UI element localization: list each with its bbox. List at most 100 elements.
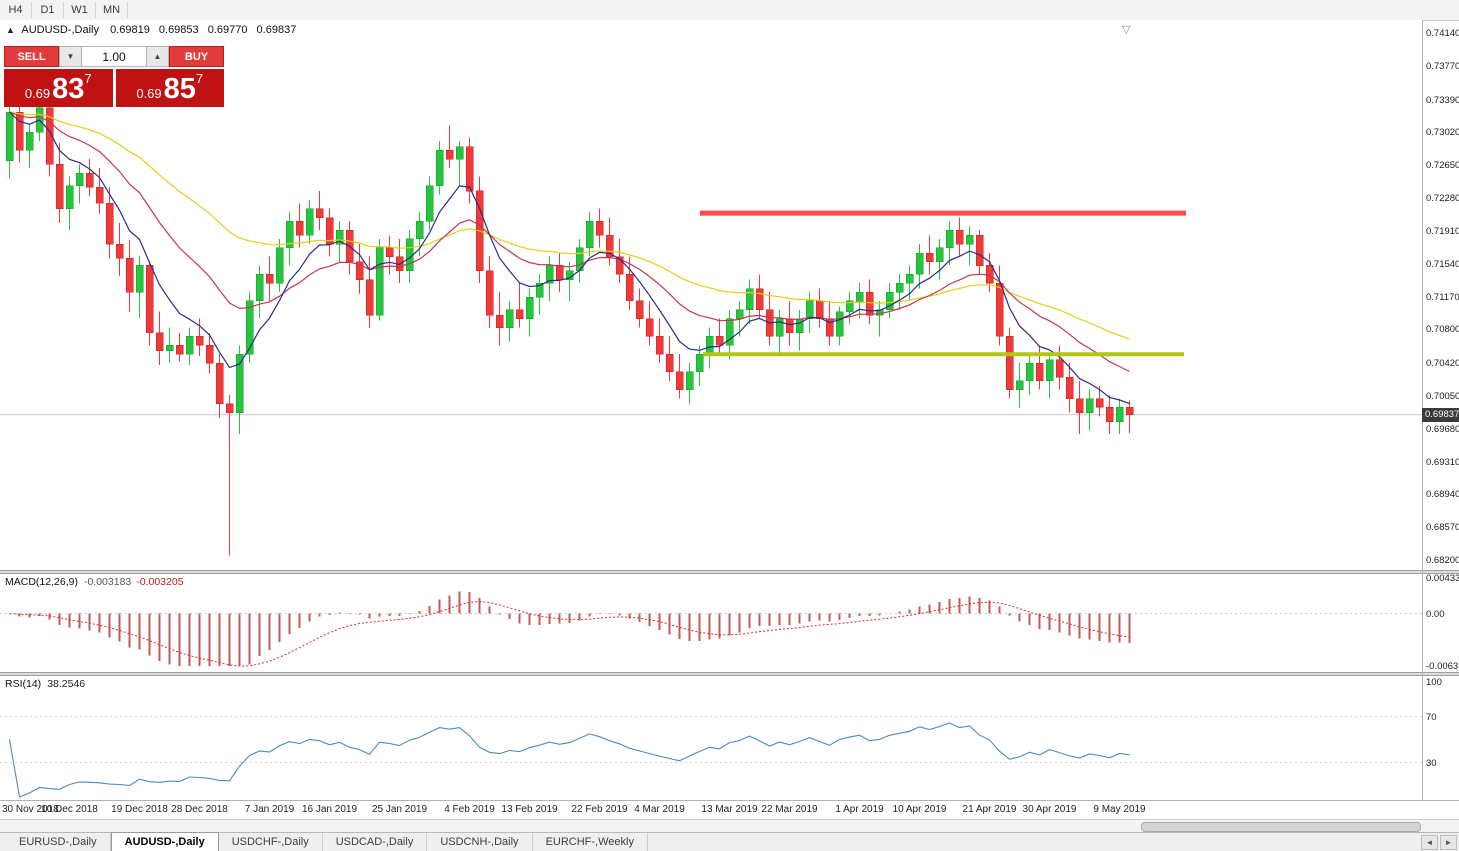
chart-ohlc-header: ▲ AUDUSD-,Daily 0.69819 0.69853 0.69770 …: [6, 24, 302, 36]
axis-tick-label: 0.72280: [1426, 193, 1459, 205]
date-tick-label: 21 Apr 2019: [962, 804, 1017, 815]
date-tick-label: 13 Mar 2019: [701, 804, 758, 815]
axis-tick-label: 0.68200: [1426, 555, 1459, 566]
date-tick-label: 22 Feb 2019: [571, 804, 628, 815]
rsi-indicator-panel[interactable]: [0, 676, 1422, 800]
scrollbar-thumb[interactable]: [1141, 822, 1421, 832]
axis-tick-label: 70: [1426, 711, 1437, 723]
trade-panel-controls: SELL ▼ ▲ BUY: [4, 46, 224, 67]
date-tick-label: 22 Mar 2019: [761, 804, 818, 815]
axis-tick-label: 0.68570: [1426, 522, 1459, 534]
date-tick-label: 7 Jan 2019: [244, 804, 295, 815]
chart-symbol-icon: ▲: [6, 25, 15, 35]
axis-tick-label: 0.71170: [1426, 291, 1459, 303]
price-axis[interactable]: 0.74140 0.73770 0.73390 0.73020 0.72650 0.722…: [1424, 20, 1459, 800]
axis-tick-label: 0.70420: [1426, 358, 1459, 370]
tab-eurchf-weekly[interactable]: EURCHF-,Weekly: [533, 833, 648, 851]
timeframe-toolbar: H4 D1 W1 MN: [0, 0, 1459, 21]
date-tick-label: 28 Dec 2018: [171, 804, 228, 815]
current-price-badge: 0.69837: [1422, 408, 1459, 422]
axis-tick-label: 0.68940: [1426, 489, 1459, 501]
axis-tick-label: 0.72650: [1426, 160, 1459, 172]
axis-tick-label: 0.00: [1426, 608, 1445, 620]
tab-scroll-left-icon[interactable]: ◄: [1421, 835, 1438, 850]
tab-audusd-daily[interactable]: AUDUSD-,Daily: [110, 832, 219, 851]
tab-scroll-controls: ◄ ►: [1421, 835, 1457, 850]
axis-tick-label: 0.70800: [1426, 324, 1459, 336]
axis-tick-label: 30: [1426, 757, 1437, 769]
date-tick-label: 10 Apr 2019: [892, 804, 947, 815]
timeframe-button-d1[interactable]: D1: [40, 4, 55, 16]
timeframe-button-h4[interactable]: H4: [8, 4, 23, 16]
rsi-line: [8, 722, 1130, 798]
macd-name: MACD(12,26,9): [5, 576, 78, 588]
buy-button[interactable]: BUY: [169, 46, 224, 67]
toolbar-separator: [127, 2, 128, 18]
axis-tick-label: 0.73390: [1426, 94, 1459, 106]
axis-tick-label: 0.69680: [1426, 423, 1459, 435]
timeframe-button-w1[interactable]: W1: [71, 4, 88, 16]
toolbar-separator: [31, 2, 32, 18]
main-candlestick-chart[interactable]: [0, 20, 1422, 570]
chart-shift-marker-icon[interactable]: ▽: [1122, 24, 1131, 36]
chart-tab-bar: EURUSD-,Daily AUDUSD-,Daily USDCHF-,Dail…: [0, 832, 1459, 851]
candles: [5, 98, 1134, 556]
axis-tick-label: 0.73020: [1426, 127, 1459, 139]
date-tick-label: 30 Nov 2018: [2, 804, 59, 815]
timeframe-button-mn[interactable]: MN: [102, 4, 121, 16]
tab-eurusd-daily[interactable]: EURUSD-,Daily: [6, 833, 111, 851]
ask-price-box[interactable]: 0.69 85 7: [115, 69, 224, 107]
axis-tick-label: 0.71540: [1426, 258, 1459, 270]
axis-tick-label: 0.74140: [1426, 28, 1459, 39]
date-tick-label: 1 Apr 2019: [835, 804, 884, 815]
volume-decrease-icon[interactable]: ▼: [59, 46, 82, 67]
ohlc-open: 0.69819: [110, 24, 150, 36]
tab-scroll-right-icon[interactable]: ►: [1440, 835, 1457, 850]
panel-separator[interactable]: [0, 570, 1459, 574]
date-tick-label: 30 Apr 2019: [1022, 804, 1077, 815]
macd-signal-line: [9, 600, 1130, 667]
horizontal-scrollbar[interactable]: [0, 819, 1459, 832]
toolbar-separator: [63, 2, 64, 18]
rsi-name: RSI(14): [5, 678, 42, 690]
axis-tick-label: 0.69310: [1426, 456, 1459, 468]
date-tick-label: 4 Feb 2019: [444, 804, 495, 815]
tab-usdchf-daily[interactable]: USDCHF-,Daily: [219, 833, 323, 851]
bid-price-box[interactable]: 0.69 83 7: [4, 69, 113, 107]
panel-separator[interactable]: [0, 672, 1459, 676]
bid-price-pip: 7: [84, 71, 92, 86]
moving-average-40: [9, 111, 1130, 340]
toolbar-separator: [95, 2, 96, 18]
chart-symbol-label: AUDUSD-,Daily: [21, 24, 99, 36]
volume-input[interactable]: [82, 46, 146, 67]
axis-tick-label: 0.71910: [1426, 225, 1459, 237]
ohlc-high: 0.69853: [158, 24, 199, 36]
date-tick-label: 10 Dec 2018: [41, 804, 98, 815]
axis-tick-label: 100: [1426, 677, 1442, 688]
date-tick-label: 9 May 2019: [1093, 804, 1146, 815]
axis-tick-label: -0.006371: [1426, 661, 1459, 672]
date-tick-label: 25 Jan 2019: [371, 804, 428, 815]
date-axis[interactable]: 30 Nov 2018 10 Dec 2018 19 Dec 2018 28 Dec …: [0, 801, 1422, 819]
ohlc-close: 0.69837: [256, 24, 297, 36]
tab-usdcnh-daily[interactable]: USDCNH-,Daily: [427, 833, 533, 851]
ask-price-pip: 7: [195, 71, 204, 86]
sell-button[interactable]: SELL: [4, 46, 59, 67]
bid-price-prefix: 0.69: [24, 86, 51, 101]
ohlc-low: 0.69770: [207, 24, 248, 36]
ask-price-big: 85: [163, 73, 196, 105]
trade-panel-prices: 0.69 83 7 0.69 85 7: [4, 69, 224, 107]
axis-tick-label: 0.73770: [1426, 60, 1459, 72]
bid-price-big: 83: [52, 73, 85, 105]
macd-signal-value: -0.003205: [136, 576, 184, 588]
macd-histogram: [18, 591, 1131, 666]
axis-tick-label: 0.004331: [1426, 573, 1459, 584]
macd-label: MACD(12,26,9) -0.003183 -0.003205: [5, 576, 184, 588]
moving-average-7: [9, 111, 1130, 405]
macd-indicator-panel[interactable]: [0, 574, 1422, 672]
tab-usdcad-daily[interactable]: USDCAD-,Daily: [323, 833, 428, 851]
volume-increase-icon[interactable]: ▲: [146, 46, 169, 67]
date-tick-label: 19 Dec 2018: [111, 804, 168, 815]
chart-bottom-border: [0, 800, 1459, 801]
